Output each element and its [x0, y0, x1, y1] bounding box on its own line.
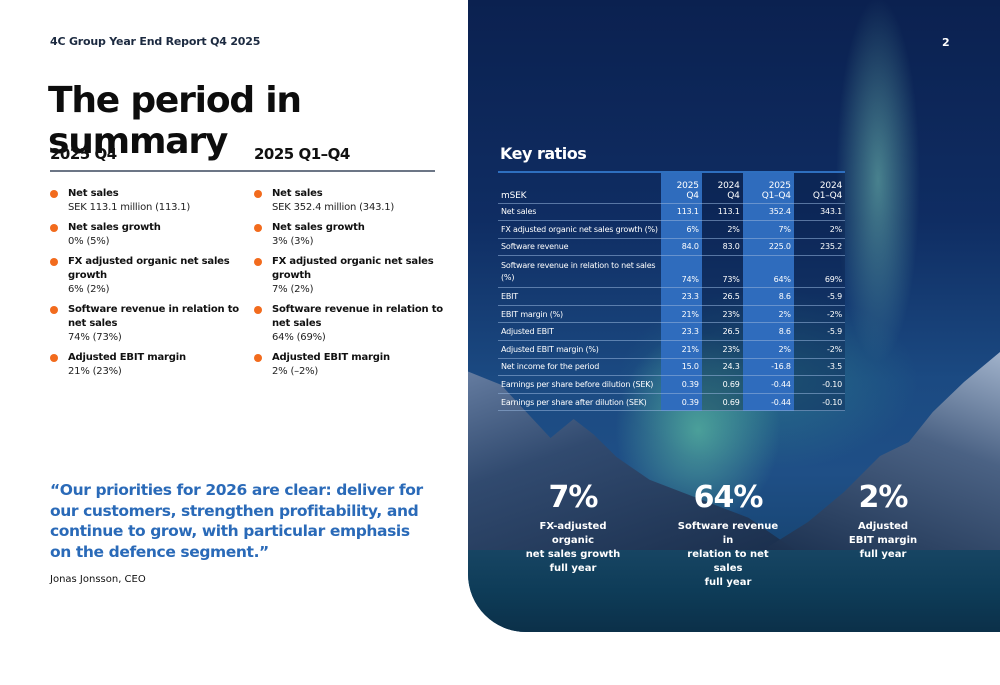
highlight-software-revenue: 64% Software revenue in relation to net s…	[677, 480, 779, 588]
bullet-icon	[254, 190, 262, 198]
quote-author: Jonas Jonsson, CEO	[50, 574, 146, 585]
unit-header: mSEK	[498, 172, 661, 204]
column-header: 2025 Q1–Q4	[742, 172, 794, 204]
bullet-label: Adjusted EBIT margin	[68, 352, 186, 363]
bullet-value: 7% (2%)	[272, 284, 314, 295]
bullet-value: SEK 352.4 million (343.1)	[272, 202, 395, 213]
table-row: Software revenue in relation to net sale…	[498, 255, 845, 289]
column-heading-full-year: 2025 Q1–Q4	[254, 145, 350, 163]
report-title: 4C Group Year End Report Q4 2025	[50, 35, 261, 48]
bullet-value: 2% (–2%)	[272, 366, 319, 377]
bullet-icon	[50, 258, 58, 266]
key-ratios-title: Key ratios	[500, 144, 587, 163]
column-heading-q4: 2025 Q4	[50, 145, 117, 163]
bullet-label: Software revenue in relation to net sale…	[68, 304, 239, 329]
bullet-icon	[50, 224, 58, 232]
fjord-water-image	[468, 550, 1000, 632]
list-item: Software revenue in relation to net sale…	[254, 303, 444, 345]
page-title: The period in summary	[48, 80, 302, 162]
bullet-label: Net sales	[272, 188, 323, 199]
ceo-quote: “Our priorities for 2026 are clear: deli…	[50, 481, 423, 561]
table-row: FX adjusted organic net sales growth (%)…	[498, 220, 845, 239]
list-item: FX adjusted organic net sales growth 6% (…	[50, 255, 240, 297]
bullet-icon	[50, 354, 58, 362]
column-header: 2024 Q1–Q4	[793, 172, 845, 204]
page-number: 2	[942, 36, 950, 49]
bullet-icon	[254, 224, 262, 232]
table-row: Net income for the period 15.0 24.3 -16.8 -3…	[498, 358, 845, 377]
heading-divider	[50, 170, 435, 172]
bullet-icon	[50, 306, 58, 314]
table-header-row: mSEK 2025 Q4 2024 Q4 2025 Q1–Q4 2024 Q1–Q4	[498, 172, 845, 204]
list-item: Adjusted EBIT margin 21% (23%)	[50, 351, 240, 379]
bullet-value: SEK 113.1 million (113.1)	[68, 202, 191, 213]
table-row: Earnings per share before dilution (SEK)…	[498, 375, 845, 394]
table-row: EBIT margin (%) 21% 23% 2% -2%	[498, 305, 845, 324]
bullet-value: 6% (2%)	[68, 284, 110, 295]
table-row: Net sales 113.1 113.1 352.4 343.1	[498, 203, 845, 222]
q4-bullet-list: Net sales SEK 113.1 million (113.1) Net s…	[50, 187, 240, 385]
table-row: Software revenue 84.0 83.0 225.0 235.2	[498, 238, 845, 257]
highlight-ebit-margin: 2% Adjusted EBIT margin full year	[848, 480, 918, 560]
list-item: Adjusted EBIT margin 2% (–2%)	[254, 351, 444, 379]
list-item: Net sales SEK 352.4 million (343.1)	[254, 187, 444, 215]
bullet-icon	[254, 258, 262, 266]
list-item: Net sales SEK 113.1 million (113.1)	[50, 187, 240, 215]
summary-panel: 4C Group Year End Report Q4 2025 The per…	[0, 0, 468, 685]
table-row: Adjusted EBIT margin (%) 21% 23% 2% -2%	[498, 340, 845, 359]
bullet-icon	[50, 190, 58, 198]
bullet-label: Net sales	[68, 188, 119, 199]
bullet-label: Software revenue in relation to net sale…	[272, 304, 443, 329]
key-ratios-panel: 2 Key ratios mSEK 2025 Q4 2024 Q4 2025 Q1–Q…	[468, 0, 1000, 632]
bullet-value: 64% (69%)	[272, 332, 326, 343]
bullet-label: FX adjusted organic net sales growth	[68, 256, 230, 281]
list-item: FX adjusted organic net sales growth 7% (…	[254, 255, 444, 297]
table-row: Adjusted EBIT 23.3 26.5 8.6 -5.9	[498, 322, 845, 342]
bullet-value: 74% (73%)	[68, 332, 122, 343]
highlight-fx-growth: 7% FX-adjusted organic net sales growth fu…	[525, 480, 621, 574]
bullet-icon	[254, 306, 262, 314]
bullet-label: Adjusted EBIT margin	[272, 352, 390, 363]
list-item: Net sales growth 3% (3%)	[254, 221, 444, 249]
key-ratios-table: mSEK 2025 Q4 2024 Q4 2025 Q1–Q4 2024 Q1–Q4 N…	[498, 171, 845, 412]
table-row: EBIT 23.3 26.5 8.6 -5.9	[498, 287, 845, 306]
list-item: Net sales growth 0% (5%)	[50, 221, 240, 249]
column-header: 2024 Q4	[701, 172, 743, 204]
list-item: Software revenue in relation to net sale…	[50, 303, 240, 345]
bullet-icon	[254, 354, 262, 362]
bullet-label: FX adjusted organic net sales growth	[272, 256, 434, 281]
table-row: Earnings per share after dilution (SEK) 0…	[498, 393, 845, 412]
bullet-value: 0% (5%)	[68, 236, 110, 247]
bullet-label: Net sales growth	[68, 222, 161, 233]
bullet-value: 3% (3%)	[272, 236, 314, 247]
bullet-label: Net sales growth	[272, 222, 365, 233]
bullet-value: 21% (23%)	[68, 366, 122, 377]
column-header: 2025 Q4	[660, 172, 702, 204]
full-year-bullet-list: Net sales SEK 352.4 million (343.1) Net s…	[254, 187, 444, 385]
